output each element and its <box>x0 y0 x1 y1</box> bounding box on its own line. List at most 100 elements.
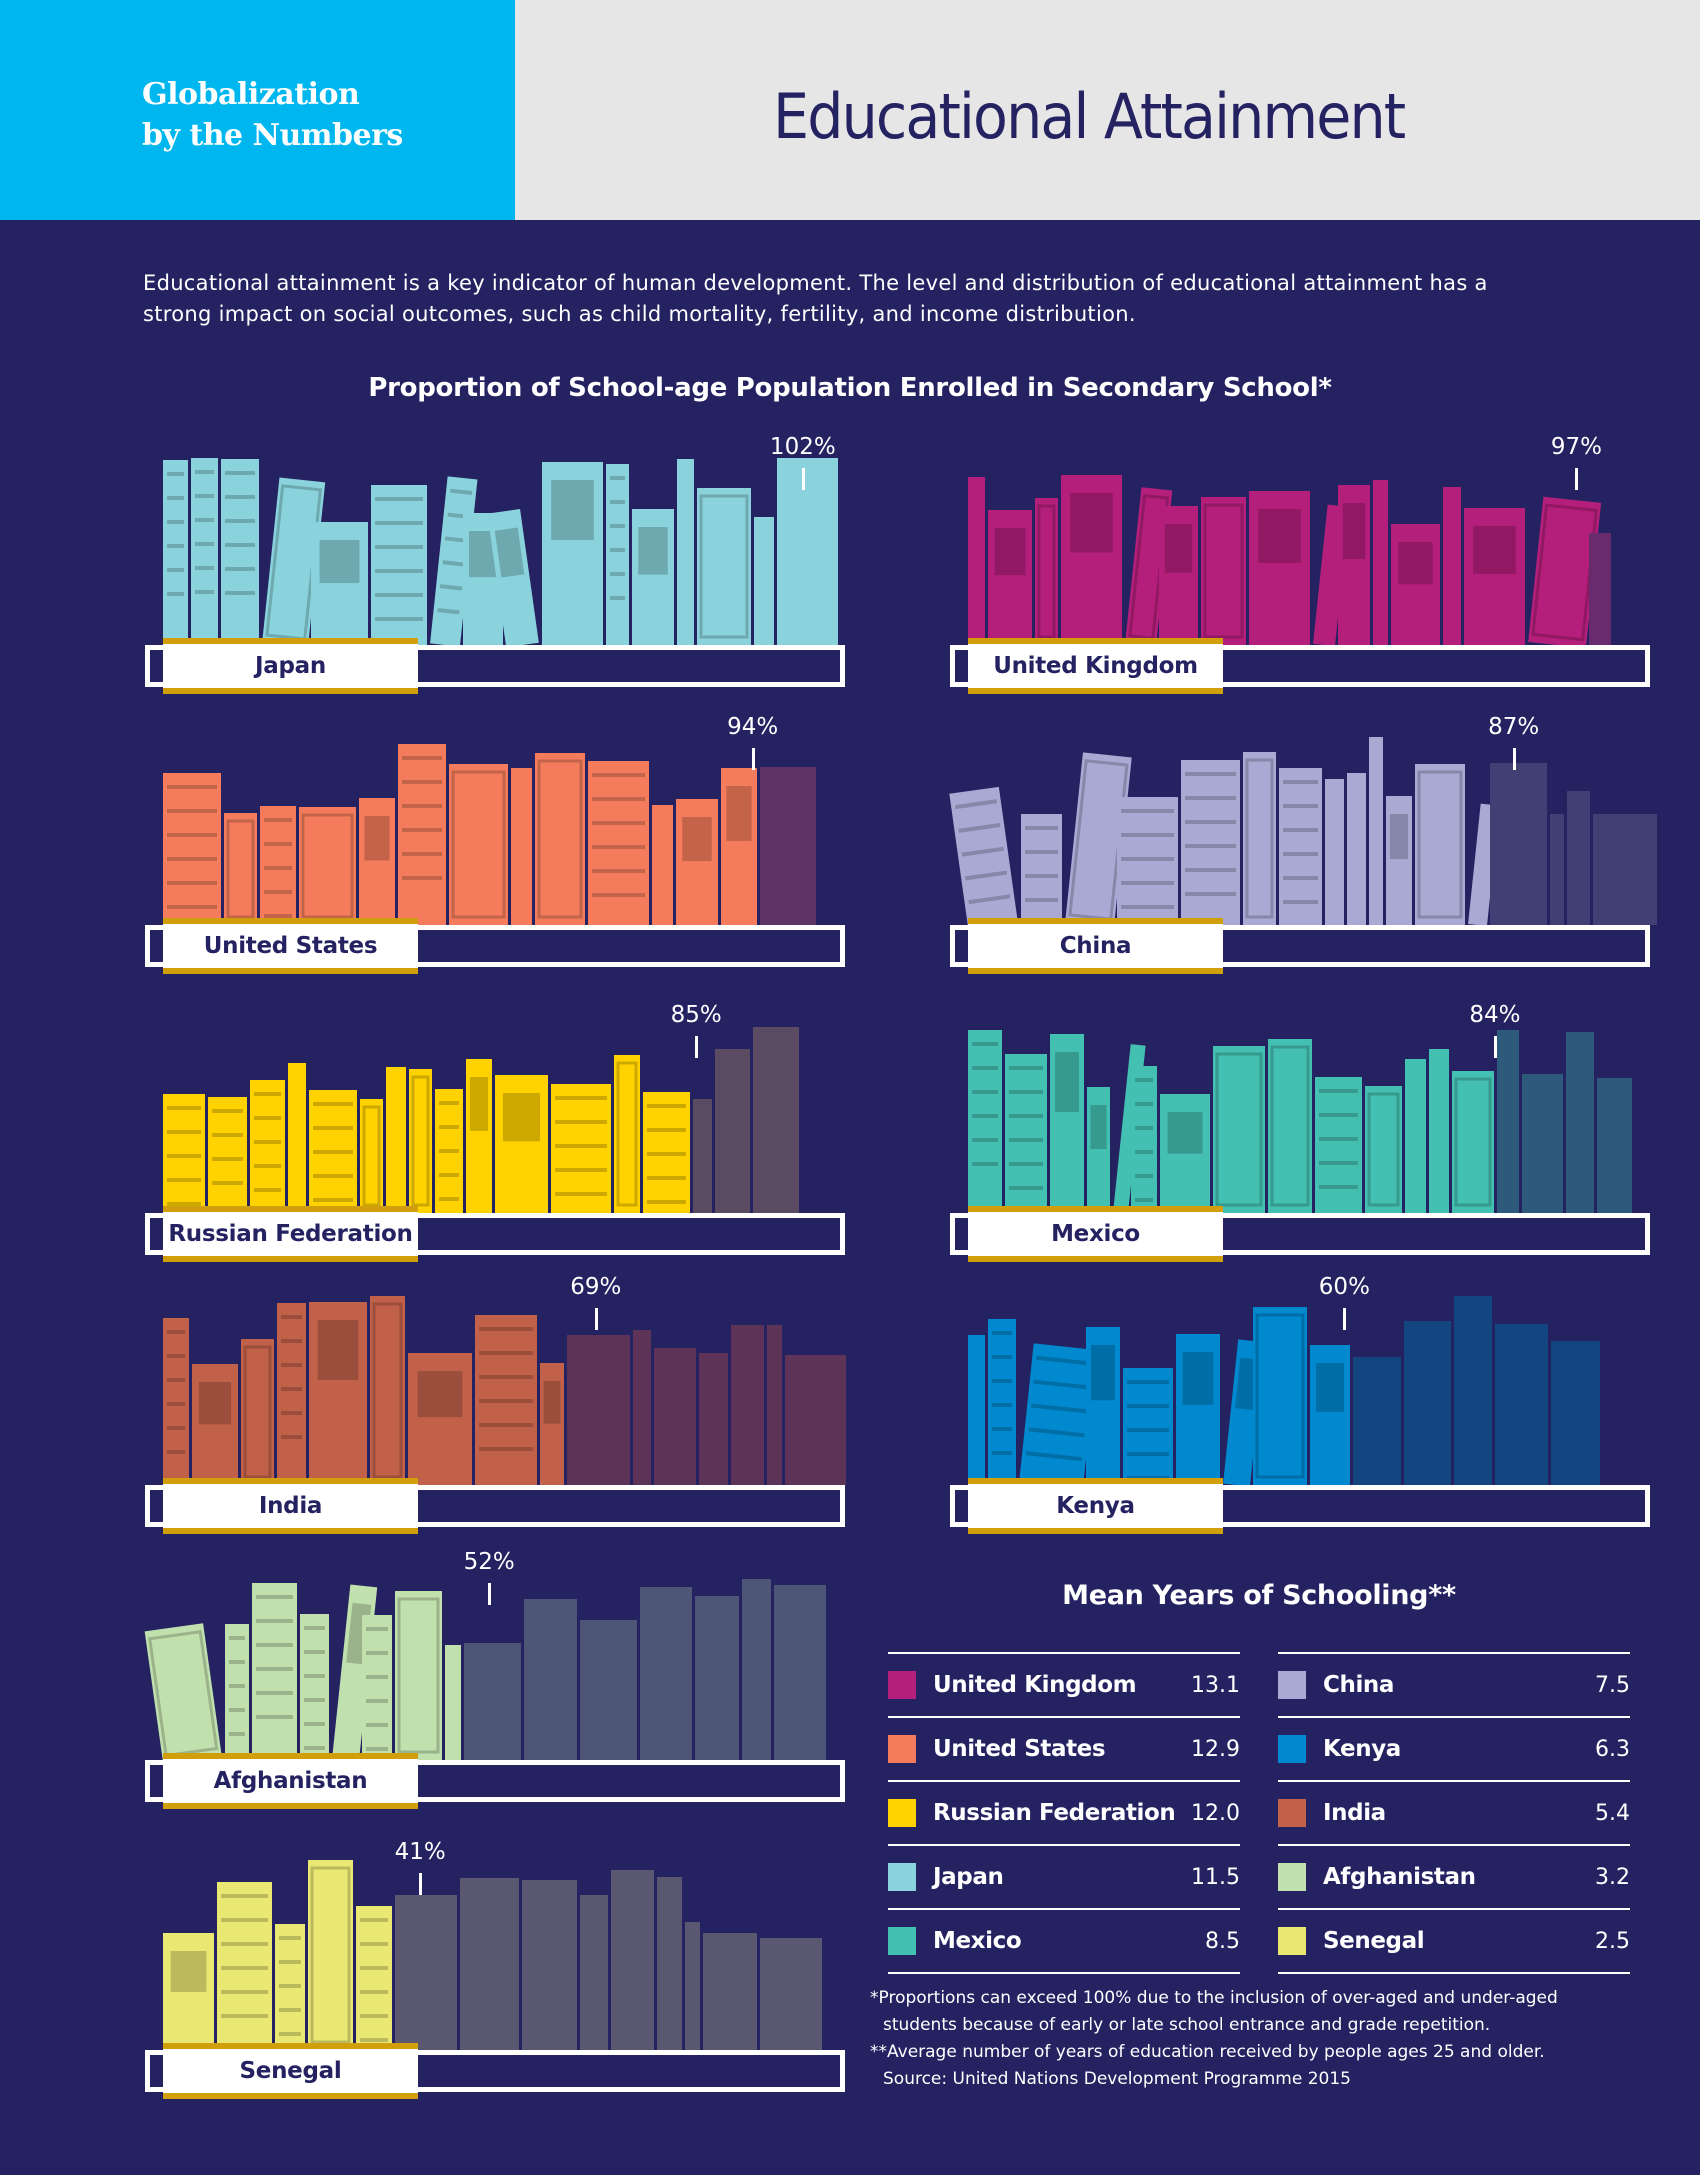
book-enrolled <box>395 1591 442 1760</box>
mean-years-value: 12.0 <box>1191 1800 1240 1826</box>
enrollment-marker <box>1512 748 1516 770</box>
book-enrolled <box>1243 752 1276 925</box>
book-enrolled <box>1123 1368 1173 1485</box>
book-not-enrolled <box>785 1355 846 1485</box>
enrollment-marker <box>801 468 805 490</box>
book-enrolled <box>1086 1327 1120 1485</box>
enrollment-marker <box>1493 1036 1497 1058</box>
enrollment-value-label: 85% <box>670 1002 722 1028</box>
book-enrolled <box>224 813 257 925</box>
book-enrolled <box>1347 773 1366 925</box>
book-not-enrolled <box>767 1325 782 1485</box>
book-enrolled <box>721 768 757 925</box>
source-note: Source: United Nations Development Progr… <box>883 2069 1351 2089</box>
mean-years-column-left: United Kingdom 13.1 United States 12.9 Russi… <box>888 1652 1240 1974</box>
book-enrolled <box>217 1882 272 2050</box>
book-not-enrolled <box>580 1620 637 1760</box>
book-enrolled <box>409 1069 432 1213</box>
country-name: China <box>1323 1672 1395 1698</box>
book-enrolled <box>370 1296 405 1485</box>
book-enrolled <box>968 477 985 645</box>
book-enrolled <box>1005 1054 1047 1213</box>
book-enrolled <box>311 522 368 645</box>
book-enrolled <box>386 1067 406 1213</box>
book-not-enrolled <box>1490 763 1547 925</box>
enrollment-marker <box>419 1873 423 1895</box>
series-title-line-2: by the Numbers <box>142 118 403 153</box>
shelf-united-kingdom: United Kingdom 97% <box>950 434 1660 720</box>
shelf-mexico: Mexico 84% <box>950 1002 1660 1288</box>
footnote-1-continued: students because of early or late school… <box>883 2015 1491 2035</box>
book-enrolled <box>988 1319 1016 1485</box>
book-enrolled <box>1429 1049 1449 1213</box>
books-graphic <box>968 1030 1632 1214</box>
shelf-united-states: United States 94% <box>145 714 855 1000</box>
book-enrolled <box>1087 1087 1110 1213</box>
book-enrolled <box>309 1090 357 1213</box>
book-not-enrolled <box>1497 1030 1519 1213</box>
mean-years-value: 3.2 <box>1595 1864 1630 1890</box>
book-enrolled <box>435 1089 463 1213</box>
book-enrolled <box>1176 1334 1220 1485</box>
book-not-enrolled <box>760 1938 822 2050</box>
book-enrolled <box>1279 768 1322 925</box>
book-not-enrolled <box>760 767 816 925</box>
books-graphic <box>144 1579 826 1765</box>
book-enrolled <box>1213 1046 1265 1213</box>
book-enrolled <box>1268 1039 1312 1213</box>
book-enrolled <box>163 773 221 925</box>
book-enrolled <box>551 1084 611 1213</box>
book-not-enrolled <box>460 1878 519 2050</box>
shelf-afghanistan: Afghanistan 52% <box>144 1549 855 1835</box>
book-enrolled <box>1061 475 1122 645</box>
country-label: Afghanistan <box>163 1753 418 1809</box>
mean-years-column-right: China 7.5 Kenya 6.3 India 5.4 Afghanistan 3.2 Se… <box>1278 1652 1630 1974</box>
book-enrolled <box>1131 1066 1157 1213</box>
book-enrolled <box>163 1318 189 1485</box>
books-graphic <box>949 737 1657 929</box>
book-not-enrolled <box>1495 1324 1548 1485</box>
book-enrolled <box>260 806 296 925</box>
mean-years-row: Kenya 6.3 <box>1278 1718 1630 1782</box>
country-name: India <box>1323 1800 1386 1826</box>
book-not-enrolled <box>654 1348 696 1485</box>
book-enrolled <box>1373 480 1388 645</box>
country-name: Russian Federation <box>933 1800 1176 1826</box>
book-enrolled <box>309 1302 367 1485</box>
book-enrolled <box>1415 764 1465 925</box>
enrollment-marker <box>695 1036 699 1058</box>
book-enrolled <box>208 1097 247 1213</box>
book-not-enrolled <box>567 1335 630 1485</box>
book-not-enrolled <box>1597 1078 1632 1213</box>
book-enrolled <box>1117 797 1178 925</box>
book-not-enrolled <box>1589 533 1611 645</box>
country-name: Senegal <box>1323 1928 1425 1954</box>
shelf-kenya: Kenya 60% <box>950 1274 1660 1560</box>
book-enrolled <box>250 1080 285 1213</box>
country-name: United States <box>933 1736 1106 1762</box>
mean-years-value: 11.5 <box>1191 1864 1240 1890</box>
book-not-enrolled <box>699 1353 728 1485</box>
book-enrolled <box>163 460 188 645</box>
book-enrolled <box>277 1303 306 1485</box>
mean-years-value: 6.3 <box>1595 1736 1630 1762</box>
book-enrolled <box>1369 737 1383 925</box>
color-swatch <box>888 1735 916 1763</box>
book-not-enrolled <box>1353 1357 1401 1485</box>
footnotes: *Proportions can exceed 100% due to the … <box>870 1985 1660 2093</box>
book-enrolled <box>449 764 508 925</box>
book-not-enrolled <box>703 1933 757 2050</box>
mean-years-value: 7.5 <box>1595 1672 1630 1698</box>
book-enrolled <box>542 462 603 645</box>
country-name: United Kingdom <box>933 1672 1137 1698</box>
book-not-enrolled <box>774 1585 826 1760</box>
book-not-enrolled <box>742 1579 771 1760</box>
mean-years-row: United States 12.9 <box>888 1718 1240 1782</box>
book-not-enrolled <box>753 1027 799 1213</box>
color-swatch <box>888 1863 916 1891</box>
book-enrolled <box>495 1075 548 1213</box>
book-enrolled <box>359 798 395 925</box>
country-label: India <box>163 1478 418 1534</box>
book-enrolled <box>1365 1086 1402 1213</box>
book-enrolled <box>535 753 585 925</box>
